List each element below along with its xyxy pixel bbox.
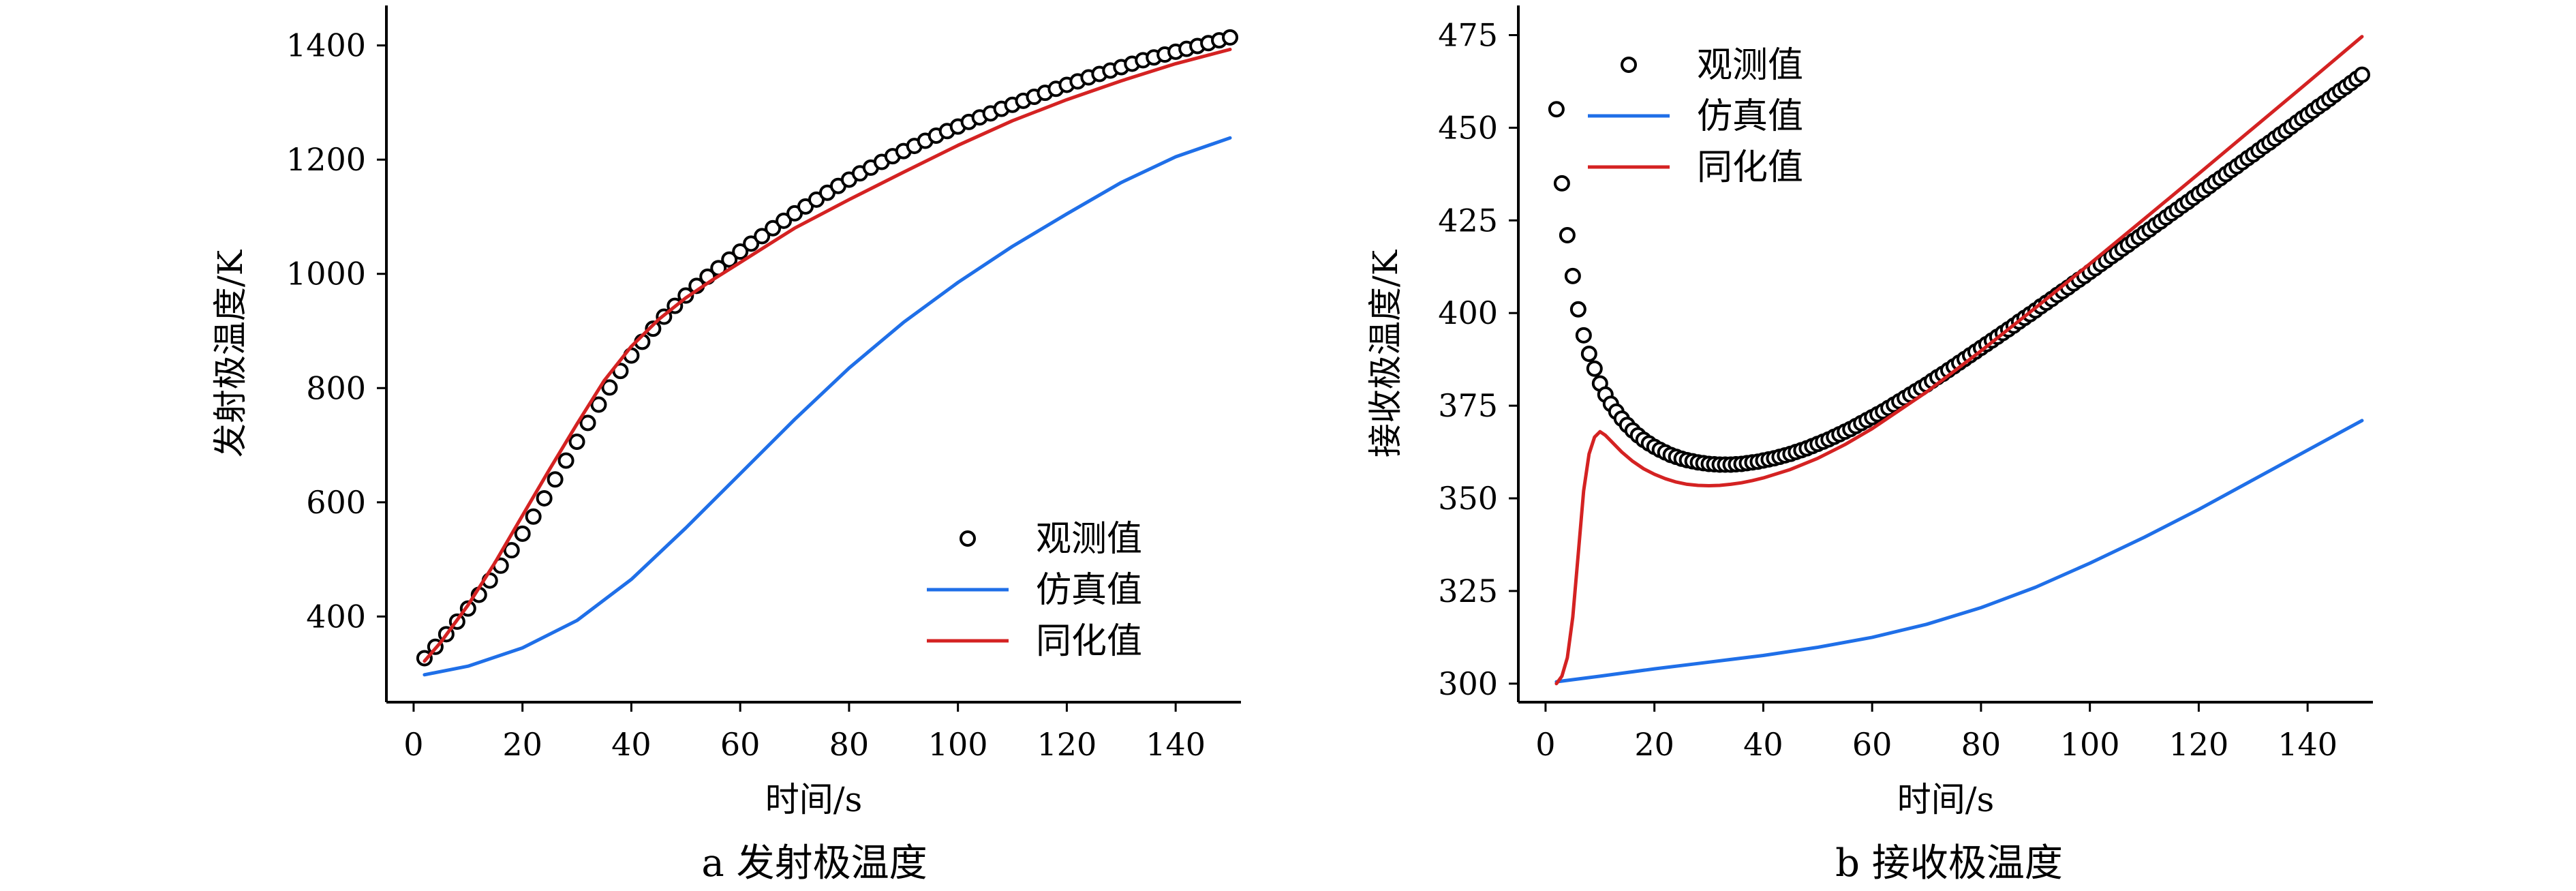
data-point: [1564, 267, 1581, 284]
x-tick-label: 100: [2060, 726, 2120, 763]
series-line-仿真值: [1554, 419, 2364, 684]
x-tick-label: 140: [2278, 726, 2337, 763]
data-point: [547, 471, 564, 488]
data-point: [732, 243, 749, 260]
panel-caption: a 发射极温度: [701, 841, 927, 886]
data-point: [776, 212, 793, 229]
y-tick-label: 800: [306, 369, 366, 406]
legend-marker-swatch: [960, 530, 976, 547]
data-point: [536, 489, 553, 507]
data-point: [2354, 66, 2371, 83]
x-tick-label: 0: [403, 726, 423, 763]
y-tick-label: 1400: [286, 27, 366, 64]
x-tick-label: 80: [829, 726, 870, 763]
y-tick-label: 1000: [286, 256, 366, 292]
y-tick-label: 375: [1438, 387, 1498, 424]
legend-label: 观测值: [1697, 45, 1803, 86]
series-line-仿真值: [423, 136, 1232, 677]
series-line-同化值: [423, 48, 1232, 663]
data-point: [1559, 227, 1576, 244]
data-point: [1548, 101, 1565, 118]
data-point: [1569, 301, 1586, 318]
data-point: [721, 251, 738, 268]
data-point: [503, 542, 520, 559]
legend-marker-swatch: [1621, 57, 1637, 73]
panel-b-receiver-temperature: 0 20 40 60 80 100 120 140 300 325 350 375 400 425 450 4…: [1366, 5, 2373, 886]
legend-label: 观测值: [1036, 519, 1142, 560]
y-tick-label: 475: [1438, 16, 1498, 53]
series-line-同化值: [1554, 35, 2364, 686]
x-tick-label: 40: [1743, 726, 1783, 763]
data-point: [514, 525, 531, 542]
x-tick-label: 40: [611, 726, 651, 763]
data-point: [1580, 346, 1597, 362]
y-axis-label: 发射极温度/K: [211, 249, 250, 457]
data-point: [557, 452, 574, 469]
y-tick-label: 425: [1438, 202, 1498, 239]
panel-a-emitter-temperature: 0 20 40 60 80 100 120 140 400 600 800 1000 1200 1400 时…: [211, 5, 1241, 886]
data-point: [1553, 175, 1570, 192]
x-tick-label: 120: [1037, 726, 1097, 763]
data-point: [754, 228, 771, 245]
x-tick-label: 20: [1634, 726, 1674, 763]
y-tick-label: 400: [306, 598, 366, 635]
data-point: [743, 235, 760, 252]
y-axis-label: 接收极温度/K: [1366, 249, 1405, 457]
panel-caption: b 接收极温度: [1835, 841, 2063, 886]
y-tick-label: 325: [1438, 573, 1498, 609]
x-tick-label: 60: [720, 726, 761, 763]
legend-label: 同化值: [1697, 147, 1803, 188]
x-axis-label: 时间/s: [765, 780, 863, 819]
data-point: [568, 434, 585, 451]
data-point: [590, 396, 607, 413]
y-tick-label: 400: [1438, 295, 1498, 331]
x-tick-label: 120: [2169, 726, 2229, 763]
x-tick-label: 60: [1852, 726, 1892, 763]
data-point: [765, 220, 782, 237]
data-point: [1586, 360, 1603, 377]
y-tick-label: 450: [1438, 109, 1498, 146]
legend-label: 仿真值: [1697, 96, 1803, 137]
data-point: [1222, 29, 1239, 46]
data-point: [525, 508, 542, 525]
data-point: [601, 379, 618, 396]
y-tick-label: 300: [1438, 665, 1498, 702]
x-tick-label: 140: [1146, 726, 1206, 763]
y-tick-label: 1200: [286, 141, 366, 178]
data-point: [645, 320, 662, 337]
data-point: [579, 414, 596, 432]
x-tick-label: 20: [502, 726, 542, 763]
x-tick-label: 80: [1961, 726, 2002, 763]
y-tick-label: 350: [1438, 480, 1498, 517]
data-point: [1575, 327, 1592, 344]
y-tick-label: 600: [306, 484, 366, 521]
x-axis-label: 时间/s: [1897, 780, 1995, 819]
legend-label: 同化值: [1036, 621, 1142, 662]
x-tick-label: 100: [928, 726, 988, 763]
legend-label: 仿真值: [1036, 570, 1142, 611]
x-tick-label: 0: [1535, 726, 1555, 763]
